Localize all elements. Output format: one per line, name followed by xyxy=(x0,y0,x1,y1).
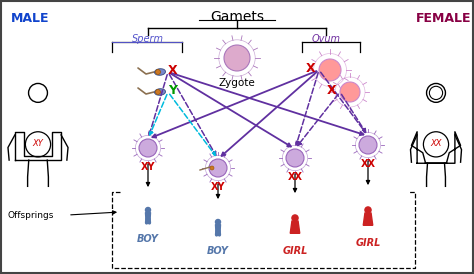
Text: Y: Y xyxy=(168,84,177,98)
Circle shape xyxy=(340,82,360,102)
Text: XY: XY xyxy=(33,139,44,149)
Circle shape xyxy=(224,45,250,71)
Circle shape xyxy=(210,166,214,170)
Text: Offsprings: Offsprings xyxy=(8,210,55,219)
Circle shape xyxy=(209,159,227,177)
Circle shape xyxy=(292,215,298,221)
Text: MALE: MALE xyxy=(11,12,49,25)
Circle shape xyxy=(216,219,220,224)
Text: Zygote: Zygote xyxy=(219,78,255,88)
Circle shape xyxy=(155,90,161,95)
Text: X: X xyxy=(327,84,336,96)
Polygon shape xyxy=(146,213,151,219)
Text: XY: XY xyxy=(141,162,155,172)
Text: GIRL: GIRL xyxy=(283,246,308,256)
Text: FEMALE: FEMALE xyxy=(416,12,472,25)
Circle shape xyxy=(365,207,371,213)
Polygon shape xyxy=(216,224,220,231)
Circle shape xyxy=(155,70,161,75)
Ellipse shape xyxy=(155,69,165,75)
Circle shape xyxy=(359,136,377,154)
Text: XX: XX xyxy=(288,172,302,182)
Text: BOY: BOY xyxy=(207,246,229,256)
Circle shape xyxy=(286,149,304,167)
Text: X: X xyxy=(168,64,178,78)
Text: XX: XX xyxy=(361,159,375,169)
Text: XY: XY xyxy=(211,182,225,192)
Circle shape xyxy=(146,207,151,213)
Ellipse shape xyxy=(155,89,165,95)
Text: Ovum: Ovum xyxy=(311,34,340,44)
Text: XX: XX xyxy=(430,139,442,149)
Text: Sperm: Sperm xyxy=(132,34,164,44)
Text: GIRL: GIRL xyxy=(356,238,381,248)
Text: Gamets: Gamets xyxy=(210,10,264,24)
Circle shape xyxy=(139,139,157,157)
Text: BOY: BOY xyxy=(137,234,159,244)
Circle shape xyxy=(319,59,341,81)
Polygon shape xyxy=(290,221,300,233)
Text: X: X xyxy=(305,61,315,75)
Polygon shape xyxy=(363,213,373,225)
